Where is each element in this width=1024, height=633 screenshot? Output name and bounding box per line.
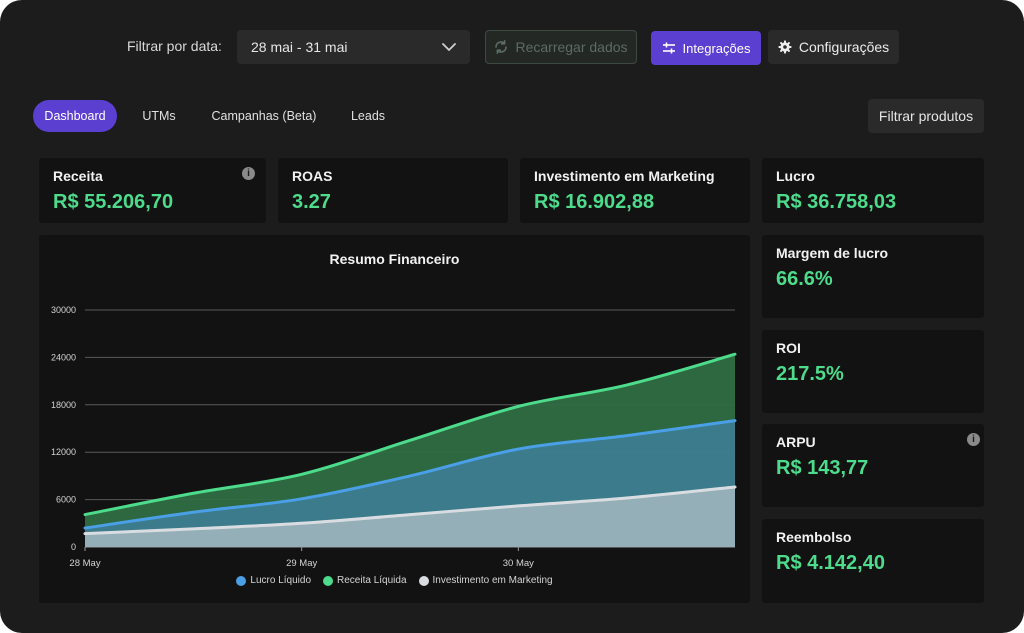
y-tick-label: 6000	[56, 495, 76, 505]
tab-utms[interactable]: UTMs	[142, 109, 176, 123]
legend-label: Receita Líquida	[337, 575, 407, 586]
legend-item-investimento[interactable]: Investimento em Marketing	[418, 575, 553, 586]
filter-products-button[interactable]: Filtrar produtos	[868, 99, 984, 133]
gear-icon	[778, 40, 792, 54]
financial-summary-chart: Resumo Financeiro 0 6000 12000 18000 24000 30…	[39, 235, 750, 603]
metric-title: Reembolso	[776, 529, 852, 545]
metric-card-roi: ROI 217.5%	[762, 330, 984, 413]
refresh-icon	[495, 40, 508, 54]
legend-swatch	[323, 575, 334, 586]
tab-dashboard[interactable]: Dashboard	[33, 100, 117, 132]
metric-title: Receita	[53, 168, 103, 184]
tab-campanhas[interactable]: Campanhas (Beta)	[211, 109, 317, 123]
metric-title: Lucro	[776, 168, 815, 184]
chart-canvas: 0 6000 12000 18000 24000 30000 28 May 29 May 30 …	[51, 305, 737, 569]
metric-title: ROAS	[292, 168, 333, 184]
metric-value: R$ 55.206,70	[53, 191, 174, 213]
x-tick-label: 30 May	[503, 558, 534, 569]
integrations-icon	[662, 42, 675, 54]
legend-item-lucro[interactable]: Lucro Líquido	[236, 575, 311, 586]
chart-title: Resumo Financeiro	[329, 251, 460, 267]
legend-label: Investimento em Marketing	[432, 575, 553, 586]
integrations-label: Integrações	[682, 40, 751, 56]
metric-value: 217.5%	[776, 363, 844, 385]
legend-label: Lucro Líquido	[250, 575, 312, 586]
metric-value: R$ 16.902,88	[534, 191, 655, 213]
settings-button[interactable]: Configurações	[768, 30, 899, 64]
metric-value: 3.27	[292, 191, 331, 213]
series-area-investimento	[85, 486, 735, 547]
y-tick-label: 30000	[51, 305, 76, 315]
y-tick-label: 18000	[51, 400, 76, 410]
legend-item-receita[interactable]: Receita Líquida	[323, 575, 407, 586]
series-line-receita	[83, 352, 737, 517]
series-line-investimento	[83, 485, 737, 536]
tab-leads[interactable]: Leads	[350, 109, 386, 123]
metric-value: R$ 4.142,40	[776, 552, 885, 574]
date-filter-label: Filtrar por data:	[127, 38, 222, 54]
x-tick-label: 29 May	[286, 558, 317, 569]
chevron-down-icon	[442, 42, 456, 51]
metric-title: ARPU	[776, 434, 816, 450]
x-tick-label: 28 May	[69, 558, 100, 569]
reload-data-label: Recarregar dados	[515, 39, 628, 55]
legend-swatch	[236, 575, 247, 586]
metric-card-lucro: Lucro R$ 36.758,03	[762, 158, 984, 223]
reload-data-button[interactable]: Recarregar dados	[485, 30, 637, 64]
metric-value: 66.6%	[776, 268, 833, 290]
metric-value: R$ 143,77	[776, 457, 869, 479]
info-icon[interactable]: i	[242, 167, 255, 180]
series-line-lucro	[83, 419, 737, 530]
metric-card-investimento: Investimento em Marketing R$ 16.902,88	[520, 158, 750, 223]
metric-card-reembolso: Reembolso R$ 4.142,40	[762, 519, 984, 603]
metric-card-roas: ROAS 3.27	[278, 158, 508, 223]
y-tick-label: 12000	[51, 447, 76, 457]
y-tick-label: 24000	[51, 352, 76, 362]
metric-card-arpu: ARPU R$ 143,77 i	[762, 424, 984, 507]
metric-title: ROI	[776, 340, 801, 356]
metric-card-margem: Margem de lucro 66.6%	[762, 235, 984, 318]
y-tick-label: 0	[71, 542, 76, 552]
integrations-button[interactable]: Integrações	[651, 31, 761, 65]
date-range-select[interactable]: 28 mai - 31 mai	[237, 30, 470, 64]
date-range-value: 28 mai - 31 mai	[251, 39, 348, 55]
metric-value: R$ 36.758,03	[776, 191, 897, 213]
metric-title: Margem de lucro	[776, 245, 889, 261]
metric-title: Investimento em Marketing	[534, 168, 715, 184]
chart-legend: Lucro Líquido Receita Líquida Investimen…	[39, 575, 750, 586]
legend-swatch	[418, 575, 429, 586]
settings-label: Configurações	[798, 39, 890, 55]
metric-card-receita: Receita R$ 55.206,70 i	[39, 158, 266, 223]
info-icon[interactable]: i	[967, 433, 980, 446]
